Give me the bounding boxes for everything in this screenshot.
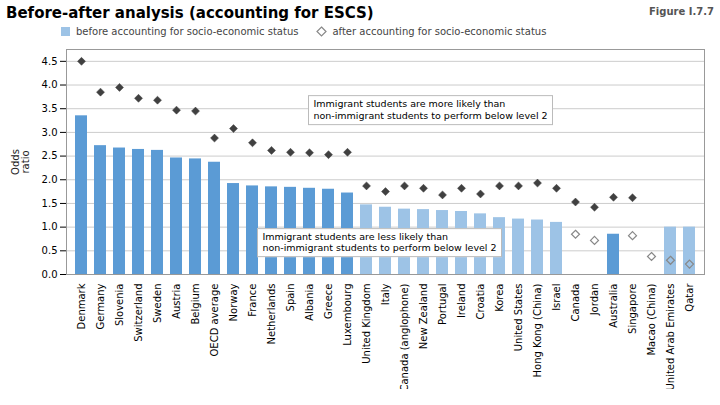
svg-text:Greece: Greece — [323, 284, 334, 320]
svg-text:Hong Kong (China): Hong Kong (China) — [532, 283, 543, 377]
svg-text:Qatar: Qatar — [684, 283, 695, 312]
html-text:Before-after analysis (account: Before-after analysis (accounting for ES… — [6, 4, 374, 22]
svg-text:Korea: Korea — [494, 284, 505, 312]
svg-text:3.0: 3.0 — [42, 127, 58, 138]
svg-text:2.0: 2.0 — [42, 174, 58, 185]
svg-text:1.0: 1.0 — [42, 221, 58, 232]
svg-text:Croatia: Croatia — [475, 284, 486, 320]
svg-text:Singapore: Singapore — [627, 284, 638, 334]
svg-text:Germany: Germany — [95, 283, 106, 329]
svg-text:4.5: 4.5 — [42, 56, 58, 67]
svg-text:United Arab Emirates: United Arab Emirates — [665, 284, 676, 390]
svg-text:France: France — [247, 284, 258, 317]
svg-text:Norway: Norway — [228, 283, 239, 321]
svg-text:Belgium: Belgium — [190, 284, 201, 325]
svg-text:Netherlands: Netherlands — [266, 284, 277, 345]
svg-text:Austria: Austria — [171, 284, 182, 319]
svg-text:Canada: Canada — [570, 284, 581, 322]
svg-text:OECD average: OECD average — [209, 284, 220, 357]
svg-text:Sweden: Sweden — [152, 284, 163, 324]
svg-text:Australia: Australia — [608, 284, 619, 328]
html-text:after accounting for socio-eco: after accounting for socio-economic stat… — [332, 26, 547, 37]
svg-text:Israel: Israel — [551, 284, 562, 311]
svg-text:0.5: 0.5 — [42, 245, 58, 256]
svg-text:Portugal: Portugal — [437, 284, 448, 325]
svg-text:Italy: Italy — [380, 283, 391, 305]
svg-text:Albania: Albania — [304, 284, 315, 321]
html-text:Figure I.7.7: Figure I.7.7 — [649, 6, 714, 17]
svg-text:New Zealand: New Zealand — [418, 284, 429, 350]
svg-text:United Kingdom: United Kingdom — [361, 284, 372, 364]
svg-text:Spain: Spain — [285, 284, 296, 312]
svg-text:Slovenia: Slovenia — [114, 284, 125, 327]
html-text:before accounting for socio-ec: before accounting for socio-economic sta… — [76, 26, 299, 37]
svg-text:Oddsratio: Oddsratio — [10, 149, 31, 175]
svg-text:0.0: 0.0 — [42, 269, 58, 280]
svg-text:United States: United States — [513, 284, 524, 352]
svg-text:Canada (anglophone): Canada (anglophone) — [399, 283, 410, 389]
svg-text:Macao (China): Macao (China) — [646, 283, 657, 355]
svg-text:Luxembourg: Luxembourg — [342, 284, 353, 346]
html-text:Immigrant students are less li: Immigrant students are less likely than … — [262, 230, 497, 254]
svg-text:Jordan: Jordan — [589, 284, 600, 317]
svg-text:2.5: 2.5 — [42, 150, 58, 161]
svg-text:4.0: 4.0 — [42, 79, 58, 90]
svg-text:Denmark: Denmark — [76, 283, 87, 329]
svg-text:Switzerland: Switzerland — [133, 284, 144, 342]
svg-text:Ireland: Ireland — [456, 284, 467, 319]
svg-text:1.5: 1.5 — [42, 198, 58, 209]
svg-text:3.5: 3.5 — [42, 103, 58, 114]
html-text:Immigrant students are more li: Immigrant students are more likely than … — [313, 97, 548, 121]
